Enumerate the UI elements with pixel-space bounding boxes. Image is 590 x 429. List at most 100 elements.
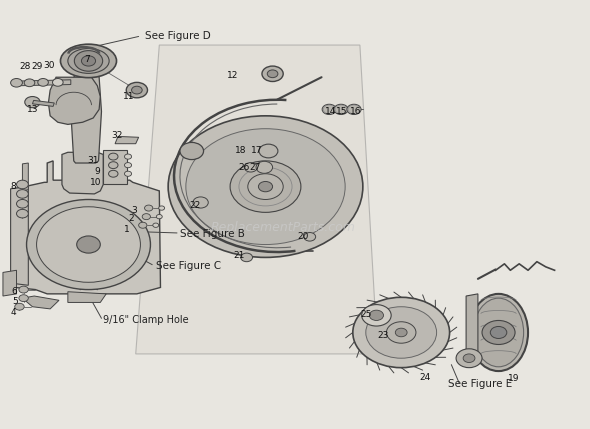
Polygon shape xyxy=(32,100,54,106)
Circle shape xyxy=(11,79,22,87)
Polygon shape xyxy=(103,150,127,184)
Ellipse shape xyxy=(473,298,524,367)
Circle shape xyxy=(37,207,140,282)
Circle shape xyxy=(53,79,63,86)
Circle shape xyxy=(262,66,283,82)
Circle shape xyxy=(353,297,450,368)
Polygon shape xyxy=(136,45,378,354)
Text: 9: 9 xyxy=(94,167,100,176)
Polygon shape xyxy=(3,270,17,296)
Circle shape xyxy=(109,153,118,160)
Circle shape xyxy=(259,144,278,158)
Text: 26: 26 xyxy=(238,163,250,172)
Circle shape xyxy=(482,320,515,344)
Circle shape xyxy=(366,307,437,358)
Polygon shape xyxy=(466,294,478,365)
Text: 24: 24 xyxy=(419,373,431,382)
Text: 27: 27 xyxy=(250,163,261,172)
Circle shape xyxy=(24,79,35,87)
Circle shape xyxy=(109,162,118,169)
Circle shape xyxy=(124,171,132,176)
Circle shape xyxy=(159,206,165,210)
Text: 21: 21 xyxy=(233,251,245,260)
Circle shape xyxy=(490,326,507,338)
Circle shape xyxy=(168,116,363,257)
Circle shape xyxy=(17,209,28,218)
Polygon shape xyxy=(71,71,101,163)
Circle shape xyxy=(248,174,283,199)
Circle shape xyxy=(304,233,316,241)
Polygon shape xyxy=(15,161,160,294)
Text: 20: 20 xyxy=(297,233,309,241)
Circle shape xyxy=(456,349,482,368)
Circle shape xyxy=(256,161,273,173)
Circle shape xyxy=(19,295,28,302)
Text: 13: 13 xyxy=(27,105,38,114)
Circle shape xyxy=(25,97,40,108)
Polygon shape xyxy=(22,163,28,191)
Text: 15: 15 xyxy=(336,107,348,116)
Circle shape xyxy=(15,303,24,310)
Circle shape xyxy=(153,223,159,227)
Circle shape xyxy=(241,253,253,262)
Circle shape xyxy=(186,147,198,155)
Text: See Figure D: See Figure D xyxy=(145,31,210,42)
Circle shape xyxy=(267,70,278,78)
Circle shape xyxy=(77,236,100,253)
Text: ReplacementParts.com: ReplacementParts.com xyxy=(211,221,356,234)
Text: See Figure E: See Figure E xyxy=(448,379,513,389)
Circle shape xyxy=(27,199,150,290)
Ellipse shape xyxy=(469,294,528,371)
Circle shape xyxy=(132,86,142,94)
Circle shape xyxy=(244,163,257,172)
Circle shape xyxy=(126,82,148,98)
Polygon shape xyxy=(48,77,100,124)
Text: See Figure C: See Figure C xyxy=(156,261,221,271)
Text: 22: 22 xyxy=(189,202,201,210)
Text: 12: 12 xyxy=(227,71,239,79)
Polygon shape xyxy=(68,292,106,302)
Ellipse shape xyxy=(60,44,117,78)
Text: 16: 16 xyxy=(350,107,362,116)
Text: 11: 11 xyxy=(123,92,135,101)
Circle shape xyxy=(258,181,273,192)
Circle shape xyxy=(347,104,361,115)
Circle shape xyxy=(17,199,28,208)
Circle shape xyxy=(193,197,208,208)
Circle shape xyxy=(142,214,150,220)
Circle shape xyxy=(180,142,204,160)
Text: 3: 3 xyxy=(132,206,137,214)
Circle shape xyxy=(109,170,118,177)
Polygon shape xyxy=(62,152,103,194)
Text: 19: 19 xyxy=(507,374,519,383)
Polygon shape xyxy=(115,136,139,144)
Text: 29: 29 xyxy=(31,62,43,71)
Circle shape xyxy=(395,328,407,337)
Text: 7: 7 xyxy=(84,55,90,63)
Circle shape xyxy=(369,310,384,320)
Text: 18: 18 xyxy=(235,146,247,154)
Text: 28: 28 xyxy=(19,62,31,71)
Circle shape xyxy=(156,214,162,219)
Text: 32: 32 xyxy=(111,131,123,139)
Circle shape xyxy=(38,79,48,86)
Circle shape xyxy=(230,161,301,212)
Polygon shape xyxy=(17,80,71,86)
Text: 5: 5 xyxy=(12,297,18,306)
Text: 14: 14 xyxy=(324,107,336,116)
Text: 10: 10 xyxy=(90,178,102,187)
Text: 8: 8 xyxy=(10,182,16,191)
Text: 30: 30 xyxy=(43,61,55,69)
Circle shape xyxy=(145,205,153,211)
Circle shape xyxy=(463,354,475,363)
Text: 1: 1 xyxy=(124,225,130,234)
Circle shape xyxy=(17,190,28,198)
Circle shape xyxy=(19,286,28,293)
Circle shape xyxy=(322,104,336,115)
Circle shape xyxy=(386,322,416,343)
Circle shape xyxy=(81,56,96,66)
Text: 23: 23 xyxy=(378,331,389,340)
Text: 6: 6 xyxy=(12,287,18,296)
Text: 17: 17 xyxy=(251,146,263,154)
Text: See Figure B: See Figure B xyxy=(180,229,245,239)
